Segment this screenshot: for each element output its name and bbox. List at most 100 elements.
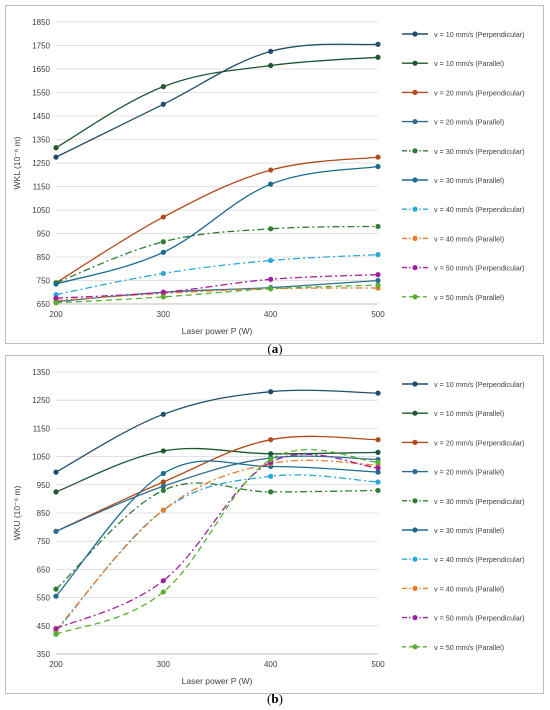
data-point [53, 145, 59, 151]
y-tick-label: 650 [37, 300, 51, 309]
data-point [160, 214, 166, 220]
caption-b: (b) [267, 691, 283, 706]
data-point [268, 473, 274, 479]
data-point [268, 456, 274, 463]
legend-entry-label: v = 20 mm/s (Perpendicular) [434, 88, 524, 97]
legend-swatch-marker [412, 556, 418, 562]
series-line-b-0 [55, 389, 379, 473]
chart-panel-b: 350 450 550 650 750 850 950 1050 1150 1250 1350 200… [5, 355, 544, 694]
data-point [375, 154, 381, 160]
data-point [268, 489, 274, 495]
data-point [53, 528, 59, 534]
data-point [160, 470, 166, 477]
data-point [160, 589, 166, 595]
series-line-b-6 [55, 474, 379, 632]
y-tick-label: 1750 [32, 42, 50, 51]
y-tick-label: 1050 [32, 453, 50, 462]
x-axis-title: Laser power P (W) [182, 326, 253, 336]
y-tick-label: 1250 [32, 396, 50, 405]
data-point [268, 181, 274, 187]
data-point [375, 277, 381, 284]
y-tick-label: 1150 [33, 183, 51, 192]
y-tick-label: 450 [37, 622, 51, 631]
data-point [160, 101, 166, 107]
data-point [375, 479, 381, 485]
data-point [160, 483, 166, 489]
legend-swatch-marker [412, 177, 418, 183]
y-tick-label: 1350 [32, 136, 50, 145]
x-tick-label: 400 [264, 660, 278, 669]
data-point [160, 294, 166, 300]
legend-entry-label: v = 40 mm/s (Perpendicular) [434, 205, 524, 214]
data-point [53, 489, 59, 495]
data-point [375, 459, 381, 465]
data-point [160, 239, 166, 245]
series-line-a-5 [55, 165, 379, 285]
legend-entry-label: v = 40 mm/s (Parallel) [434, 234, 504, 243]
legend-entry-label: v = 10 mm/s (Perpendicular) [434, 30, 524, 39]
series-line-a-4 [55, 225, 379, 284]
y-tick-label: 850 [37, 253, 51, 262]
y-tick-label: 950 [37, 481, 51, 490]
legend-entry-label: v = 40 mm/s (Perpendicular) [434, 555, 524, 564]
y-tick-label: 1450 [32, 112, 50, 121]
x-tick-label: 300 [157, 660, 171, 669]
series-line-b-7 [55, 459, 379, 631]
y-tick-label: 950 [37, 230, 51, 239]
x-tick-label: 300 [157, 310, 171, 319]
data-point [375, 469, 381, 475]
legend-swatch-marker [412, 381, 418, 387]
caption-b-letter: b [271, 691, 279, 706]
data-point [375, 163, 381, 170]
series-line-a-0 [55, 43, 379, 158]
x-tick-label: 400 [264, 310, 278, 319]
series-line-b-5 [55, 460, 379, 597]
legend-entry-label: v = 30 mm/s (Perpendicular) [434, 147, 524, 156]
data-point [53, 281, 59, 287]
data-point [53, 300, 59, 306]
series-line-b-2 [55, 435, 379, 532]
series-line-a-6 [55, 254, 379, 296]
y-tick-label: 750 [37, 537, 51, 546]
data-point [160, 289, 166, 295]
chart-panel-a: 650 750 850 950 1050 1150 1250 1350 1450 1550 1650… [5, 5, 544, 344]
data-point [375, 282, 381, 288]
series-line-b-4 [55, 482, 379, 590]
data-point [160, 487, 166, 494]
data-point [160, 270, 166, 277]
series-line-b-8 [55, 453, 379, 630]
data-point [268, 276, 274, 282]
data-point [160, 411, 166, 417]
legend-swatch-marker [412, 60, 418, 66]
x-tick-label: 500 [371, 310, 385, 319]
data-point [53, 154, 59, 160]
series-line-b-1 [55, 447, 379, 493]
legend-entry-label: v = 50 mm/s (Perpendicular) [434, 614, 524, 623]
legend-swatch-marker [412, 644, 418, 650]
legend-swatch-marker [412, 498, 418, 504]
data-point [268, 226, 274, 232]
series-line-b-9 [55, 449, 379, 635]
data-point [375, 54, 381, 60]
y-tick-label: 1050 [32, 206, 50, 215]
data-point [160, 84, 166, 90]
legend-swatch-marker [412, 235, 418, 241]
data-point [375, 437, 381, 443]
legend-swatch-marker [412, 89, 418, 95]
legend-entry-label: v = 20 mm/s (Perpendicular) [434, 438, 524, 447]
legend-entry-label: v = 10 mm/s (Parallel) [434, 409, 504, 418]
data-point [375, 449, 381, 455]
legend-entry-label: v = 50 mm/s (Parallel) [434, 293, 504, 302]
chart-b-svg: 350 450 550 650 750 850 950 1050 1150 1250 1350 200… [12, 368, 524, 686]
data-point [53, 626, 59, 632]
data-point [375, 252, 381, 258]
data-point [53, 631, 59, 637]
x-tick-label: 500 [371, 660, 385, 669]
data-point [160, 249, 166, 255]
data-point [268, 62, 274, 69]
legend-swatch-marker [412, 527, 418, 533]
series-line-a-2 [55, 156, 379, 284]
legend-swatch-marker [412, 410, 418, 416]
legend-entry-label: v = 50 mm/s (Parallel) [434, 643, 504, 652]
y-tick-label: 850 [37, 509, 51, 518]
